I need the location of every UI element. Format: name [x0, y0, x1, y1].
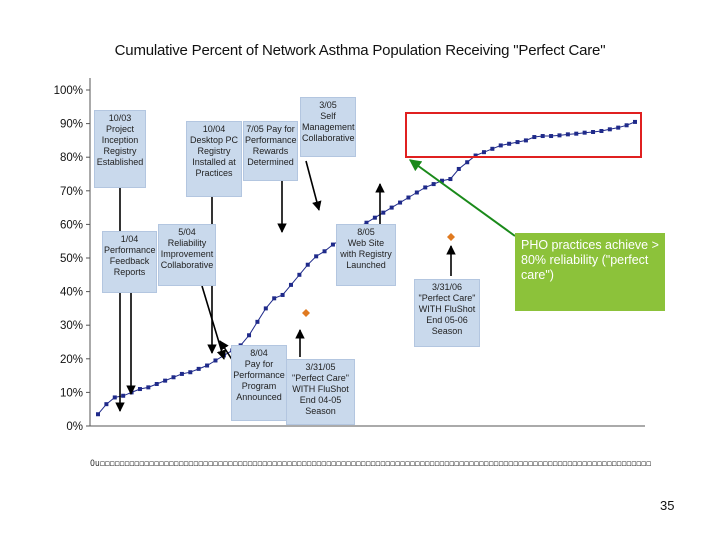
- data-point: [389, 205, 394, 210]
- data-point: [473, 153, 478, 158]
- annotation-desktop-pc-registry: 10/04 Desktop PC Registry Installed at P…: [186, 121, 242, 197]
- data-point: [448, 177, 453, 182]
- data-point: [364, 220, 369, 225]
- data-point: [456, 166, 461, 171]
- data-point: [255, 319, 260, 324]
- data-point: [574, 131, 579, 136]
- chart-axes: 0% 10% 20% 30% 40% 50% 60% 70% 80% 90% 100% Ou◻◻◻◻◻…: [54, 78, 651, 469]
- data-point: [121, 393, 126, 398]
- data-point: [515, 140, 520, 145]
- data-point: [305, 262, 310, 267]
- data-point: [163, 378, 168, 383]
- data-point: [523, 138, 528, 143]
- data-point: [633, 119, 637, 124]
- y-tick-label: 90%: [60, 119, 83, 131]
- data-point: [263, 306, 268, 311]
- data-point: [196, 366, 201, 371]
- y-tick-label: 0%: [66, 421, 83, 433]
- data-point: [96, 412, 100, 417]
- data-point: [507, 141, 512, 146]
- data-point: [179, 371, 184, 376]
- arrow-reliability-collaborative: [201, 285, 227, 360]
- annotation-arrows: [115, 159, 516, 412]
- data-point: [423, 185, 428, 190]
- data-point: [414, 190, 419, 195]
- data-point: [549, 134, 554, 139]
- data-point: [481, 150, 486, 155]
- annotation-reliability-collaborative: 5/04 Reliability Improvement Collaborati…: [158, 224, 216, 286]
- data-point: [599, 128, 604, 133]
- y-tick-label: 70%: [60, 186, 83, 198]
- y-tick-label: 50%: [60, 253, 83, 265]
- data-point: [112, 395, 117, 400]
- data-point: [582, 130, 587, 135]
- y-tick-label: 100%: [54, 85, 83, 97]
- data-point: [624, 123, 629, 128]
- data-point: [137, 387, 142, 392]
- data-point: [247, 333, 252, 338]
- data-point: [104, 402, 109, 407]
- annotation-self-management: 3/05 Self Management Collaborative: [300, 97, 356, 157]
- data-point: [322, 249, 327, 254]
- data-point: [372, 215, 377, 220]
- data-point: [398, 200, 403, 205]
- data-point: [607, 127, 612, 132]
- y-tick-label: 30%: [60, 320, 83, 332]
- annotation-pay-for-performance-rewards: 7/05 Pay for Performance Rewards Determi…: [243, 121, 298, 181]
- data-point: [280, 292, 285, 297]
- flu-shot-diamond-marker: [447, 233, 455, 241]
- data-point: [465, 160, 470, 165]
- pho-callout-box: PHO practices achieve > 80% reliability …: [515, 233, 665, 311]
- data-point: [557, 133, 562, 138]
- data-point: [591, 130, 596, 134]
- data-point: [406, 195, 411, 200]
- data-point: [381, 210, 386, 215]
- data-point: [565, 132, 570, 137]
- highlight-box: [405, 112, 642, 158]
- annotation-project-inception: 10/03 Project Inception Registry Establi…: [94, 110, 146, 188]
- green-callout-arrow: [409, 159, 516, 237]
- data-point: [154, 382, 159, 386]
- arrow-self-management: [305, 160, 322, 211]
- data-point: [330, 242, 335, 247]
- y-tick-label: 60%: [60, 219, 83, 231]
- y-tick-label: 40%: [60, 287, 83, 299]
- data-point: [431, 182, 436, 187]
- data-point: [205, 363, 210, 368]
- data-point: [440, 178, 445, 183]
- y-tick-label: 80%: [60, 152, 83, 164]
- data-point: [540, 134, 545, 139]
- annotation-perfect-care-0405: 3/31/05 "Perfect Care" WITH FluShot End …: [286, 359, 355, 425]
- data-point: [498, 143, 503, 148]
- data-point: [532, 135, 537, 140]
- data-point: [272, 296, 277, 301]
- data-point: [146, 385, 151, 390]
- data-point: [490, 146, 495, 151]
- data-point: [297, 272, 302, 277]
- annotation-web-site-launched: 8/05 Web Site with Registry Launched: [336, 224, 396, 286]
- data-point: [188, 370, 193, 375]
- y-tick-label: 20%: [60, 354, 83, 366]
- annotation-perfect-care-0506: 3/31/06 "Perfect Care" WITH FluShot End …: [414, 279, 480, 347]
- annotation-performance-feedback: 1/04 Performance Feedback Reports: [102, 231, 157, 293]
- data-point: [616, 125, 621, 130]
- y-tick-label: 10%: [60, 387, 83, 399]
- data-point: [314, 254, 319, 259]
- page-number: 35: [660, 498, 675, 513]
- data-point: [171, 375, 176, 380]
- x-tick-labels: Ou◻◻◻◻◻◻◻◻◻◻◻◻◻◻◻◻◻◻◻◻◻◻◻◻◻◻◻◻◻◻◻◻◻◻◻◻◻◻…: [90, 459, 651, 469]
- data-point: [288, 282, 293, 287]
- annotation-pay-for-performance-program: 8/04 Pay for Performance Program Announc…: [231, 345, 287, 421]
- chart-title: Cumulative Percent of Network Asthma Pop…: [114, 42, 606, 59]
- data-point: [213, 358, 218, 363]
- flu-shot-diamond-marker: [302, 309, 310, 317]
